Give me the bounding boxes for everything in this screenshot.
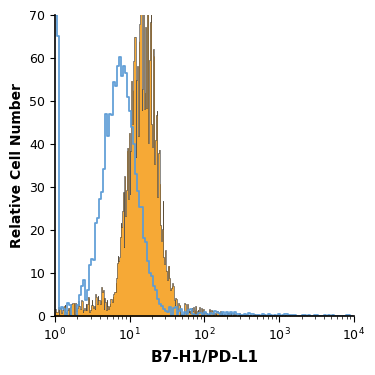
- X-axis label: B7-H1/PD-L1: B7-H1/PD-L1: [150, 350, 258, 365]
- Y-axis label: Relative Cell Number: Relative Cell Number: [10, 83, 24, 248]
